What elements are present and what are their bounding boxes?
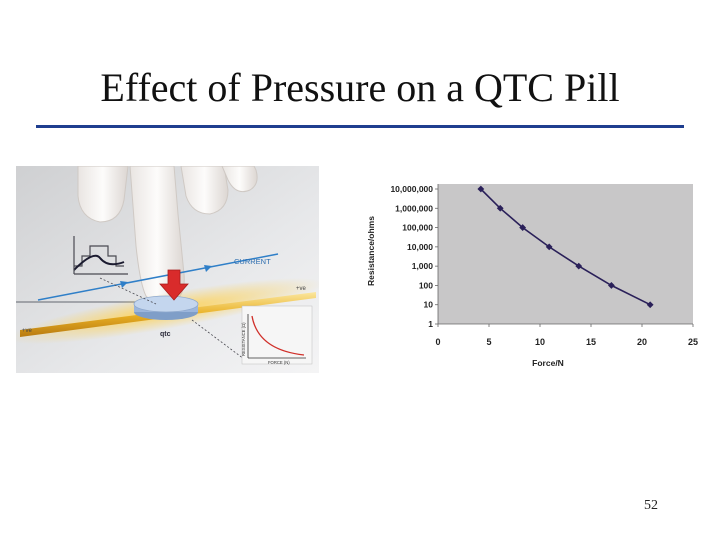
y-tick-label: 100,000 <box>402 223 433 233</box>
positive-terminal-right-label: +ve <box>296 286 307 292</box>
qtc-pill <box>133 295 199 320</box>
x-tick-label: 0 <box>435 337 440 347</box>
x-tick-label: 25 <box>688 337 698 347</box>
y-tick-label: 10,000,000 <box>390 184 433 194</box>
data-point <box>477 185 485 193</box>
press-arrow <box>159 269 189 301</box>
slide-number: 52 <box>644 498 658 513</box>
y-tick-label: 1,000 <box>412 261 434 271</box>
qtc-pill-illustration: CURRENT +ve +ve qtc RESISTANCE (Ω) FORCE… <box>16 166 319 373</box>
data-point <box>545 243 553 251</box>
data-point <box>575 262 583 270</box>
x-tick-label: 20 <box>637 337 647 347</box>
data-point <box>608 282 615 289</box>
current-arrow <box>16 253 279 303</box>
current-label: CURRENT <box>234 257 271 266</box>
y-tick-label: 100 <box>419 280 433 290</box>
mini-graph <box>241 305 313 365</box>
x-axis-label: Force/N <box>532 358 564 368</box>
series-points <box>477 185 654 309</box>
y-tick-label: 1 <box>428 319 433 329</box>
x-tick-label: 5 <box>486 337 491 347</box>
y-tick-label: 1,000,000 <box>395 203 433 213</box>
plot-area <box>438 184 693 324</box>
x-tick-label: 15 <box>586 337 596 347</box>
y-tick-label: 10,000 <box>407 242 433 252</box>
slide-title: Effect of Pressure on a QTC Pill <box>100 65 620 110</box>
x-tick-label: 10 <box>535 337 545 347</box>
y-tick-label: 10 <box>424 300 434 310</box>
data-point <box>646 301 654 309</box>
waveform-sketch <box>73 236 128 275</box>
mini-graph-x-label: FORCE (N) <box>268 360 290 365</box>
data-point <box>496 204 504 212</box>
positive-terminal-left-label: +ve <box>22 328 33 334</box>
hand <box>77 166 258 305</box>
y-axis-ticks: 1 10 100 1,000 10,000 100,000 1,000,000 10,000,… <box>390 184 438 329</box>
x-axis-ticks: 0 5 10 15 20 25 <box>435 324 698 347</box>
title-underline <box>36 125 684 128</box>
mini-graph-y-label: RESISTANCE (Ω) <box>241 322 246 356</box>
resistance-force-chart: 1101001,00010,000100,0001,000,00010,000,… <box>366 184 698 368</box>
y-axis-label: Resistance/ohms <box>366 216 376 286</box>
qtc-pill-label: qtc <box>160 331 171 338</box>
data-point <box>519 224 527 231</box>
